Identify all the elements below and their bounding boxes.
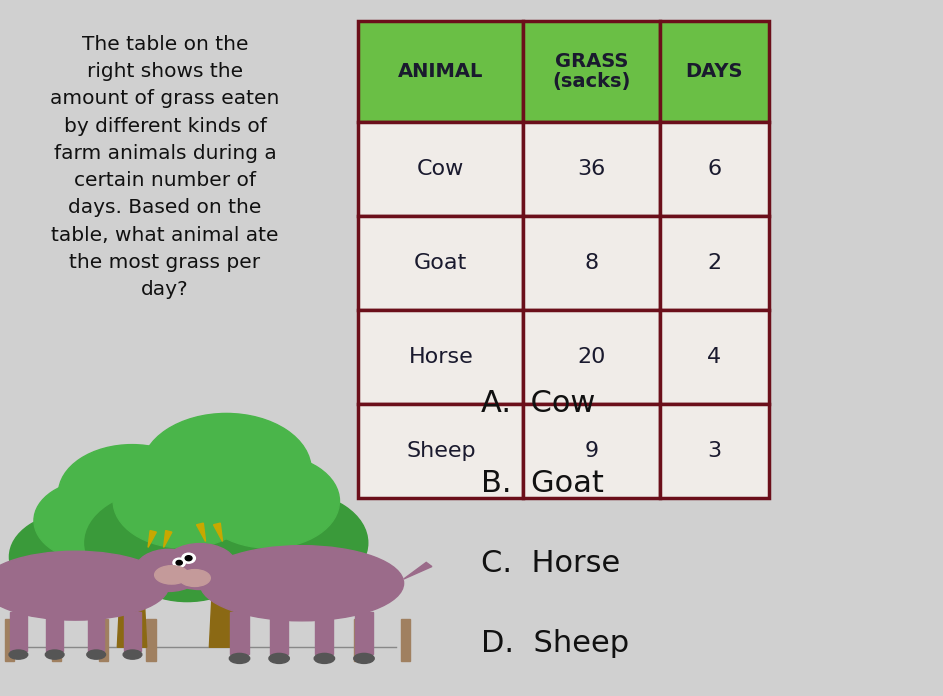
FancyBboxPatch shape bbox=[358, 21, 523, 122]
Ellipse shape bbox=[45, 650, 64, 659]
Ellipse shape bbox=[269, 654, 290, 663]
FancyBboxPatch shape bbox=[523, 21, 660, 122]
Circle shape bbox=[176, 560, 182, 565]
FancyBboxPatch shape bbox=[358, 310, 523, 404]
Ellipse shape bbox=[212, 491, 368, 594]
Ellipse shape bbox=[9, 512, 144, 601]
Ellipse shape bbox=[354, 654, 374, 663]
Polygon shape bbox=[88, 612, 105, 651]
Ellipse shape bbox=[163, 544, 237, 590]
Ellipse shape bbox=[179, 569, 210, 587]
Text: A.  Cow: A. Cow bbox=[481, 389, 595, 418]
Text: Cow: Cow bbox=[417, 159, 465, 179]
Polygon shape bbox=[230, 612, 249, 654]
Text: C.  Horse: C. Horse bbox=[481, 549, 620, 578]
Polygon shape bbox=[401, 619, 410, 661]
FancyBboxPatch shape bbox=[660, 122, 769, 216]
Ellipse shape bbox=[155, 566, 189, 584]
Text: B.  Goat: B. Goat bbox=[481, 469, 604, 498]
Text: ANIMAL: ANIMAL bbox=[398, 62, 484, 81]
Polygon shape bbox=[164, 530, 172, 547]
Ellipse shape bbox=[120, 512, 255, 601]
Ellipse shape bbox=[124, 650, 141, 659]
Ellipse shape bbox=[58, 445, 206, 542]
Text: 6: 6 bbox=[707, 159, 721, 179]
Polygon shape bbox=[124, 612, 141, 651]
Polygon shape bbox=[315, 612, 334, 654]
Polygon shape bbox=[209, 564, 243, 647]
Polygon shape bbox=[404, 562, 432, 579]
Text: 20: 20 bbox=[577, 347, 606, 367]
Text: 3: 3 bbox=[707, 441, 721, 461]
FancyBboxPatch shape bbox=[523, 404, 660, 498]
Polygon shape bbox=[46, 612, 63, 651]
Text: 9: 9 bbox=[585, 441, 599, 461]
Ellipse shape bbox=[229, 654, 250, 663]
Ellipse shape bbox=[34, 480, 157, 561]
Text: The table on the
right shows the
amount of grass eaten
by different kinds of
far: The table on the right shows the amount … bbox=[50, 35, 280, 299]
Ellipse shape bbox=[135, 549, 203, 592]
Ellipse shape bbox=[46, 473, 218, 587]
Ellipse shape bbox=[198, 454, 339, 548]
Polygon shape bbox=[5, 619, 14, 661]
Polygon shape bbox=[10, 612, 26, 651]
Ellipse shape bbox=[314, 654, 335, 663]
Polygon shape bbox=[355, 612, 373, 654]
Ellipse shape bbox=[0, 551, 169, 620]
Polygon shape bbox=[99, 619, 108, 661]
Ellipse shape bbox=[85, 491, 240, 594]
Circle shape bbox=[173, 558, 186, 567]
Text: D.  Sheep: D. Sheep bbox=[481, 629, 629, 658]
Text: Sheep: Sheep bbox=[406, 441, 475, 461]
Polygon shape bbox=[148, 530, 157, 547]
FancyBboxPatch shape bbox=[358, 122, 523, 216]
Text: Goat: Goat bbox=[414, 253, 468, 273]
Ellipse shape bbox=[200, 546, 404, 621]
Polygon shape bbox=[354, 619, 363, 661]
Circle shape bbox=[185, 555, 192, 561]
Text: GRASS
(sacks): GRASS (sacks) bbox=[553, 52, 631, 91]
Polygon shape bbox=[270, 612, 289, 654]
Ellipse shape bbox=[87, 650, 106, 659]
Text: 2: 2 bbox=[707, 253, 721, 273]
FancyBboxPatch shape bbox=[660, 216, 769, 310]
FancyBboxPatch shape bbox=[523, 216, 660, 310]
Polygon shape bbox=[213, 523, 223, 541]
FancyBboxPatch shape bbox=[358, 216, 523, 310]
Polygon shape bbox=[117, 575, 147, 647]
Text: 36: 36 bbox=[578, 159, 605, 179]
Text: Horse: Horse bbox=[408, 347, 473, 367]
Polygon shape bbox=[196, 523, 206, 541]
Polygon shape bbox=[146, 619, 156, 661]
FancyBboxPatch shape bbox=[660, 310, 769, 404]
Ellipse shape bbox=[9, 650, 27, 659]
Ellipse shape bbox=[141, 413, 311, 526]
Polygon shape bbox=[52, 619, 61, 661]
Text: 8: 8 bbox=[585, 253, 599, 273]
FancyBboxPatch shape bbox=[660, 404, 769, 498]
Ellipse shape bbox=[108, 480, 230, 561]
Text: 4: 4 bbox=[707, 347, 721, 367]
FancyBboxPatch shape bbox=[523, 310, 660, 404]
FancyBboxPatch shape bbox=[660, 21, 769, 122]
Circle shape bbox=[182, 553, 195, 563]
FancyBboxPatch shape bbox=[358, 404, 523, 498]
Text: DAYS: DAYS bbox=[686, 62, 743, 81]
Ellipse shape bbox=[127, 446, 325, 578]
Ellipse shape bbox=[113, 454, 255, 548]
FancyBboxPatch shape bbox=[523, 122, 660, 216]
